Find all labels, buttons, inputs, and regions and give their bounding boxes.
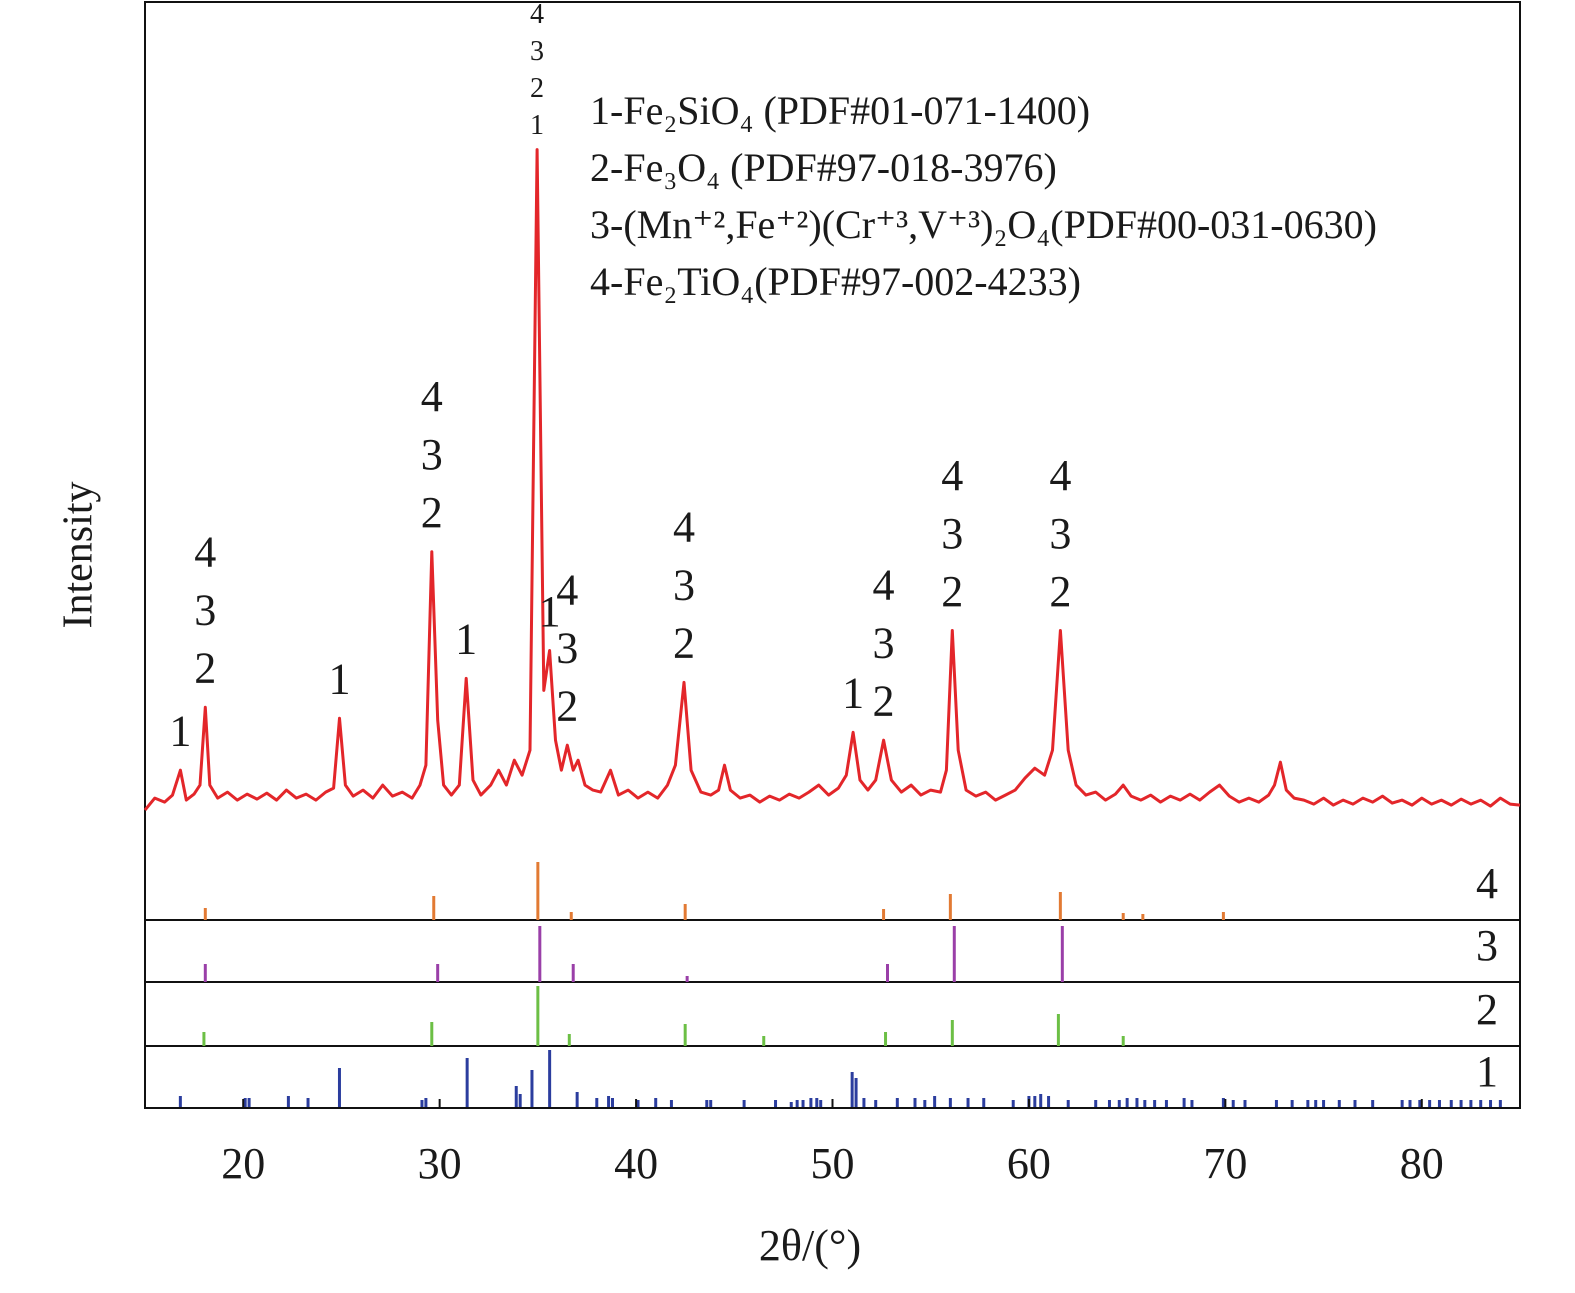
peak-label: 4 bbox=[556, 566, 578, 615]
y-axis-label: Intensity bbox=[56, 482, 102, 629]
x-tick-label: 70 bbox=[1203, 1139, 1247, 1188]
legend-entry: 4-Fe₂TiO₄(PDF#97-002-4233) bbox=[590, 259, 1081, 304]
peak-label: 1 bbox=[539, 587, 561, 636]
peak-label: 1 bbox=[842, 669, 864, 718]
peak-label: 4 bbox=[941, 451, 963, 500]
peak-label: 4 bbox=[421, 372, 443, 421]
x-tick-label: 80 bbox=[1400, 1139, 1444, 1188]
peak-label: 3 bbox=[421, 430, 443, 479]
x-tick-label: 20 bbox=[221, 1139, 265, 1188]
peak-label: 3 bbox=[194, 586, 216, 635]
peak-label: 2 bbox=[941, 567, 963, 616]
peak-label: 3 bbox=[530, 36, 544, 67]
peak-label: 2 bbox=[421, 488, 443, 537]
panel-label: 3 bbox=[1476, 921, 1498, 970]
peak-label: 4 bbox=[530, 0, 544, 30]
peak-label: 2 bbox=[556, 682, 578, 731]
peak-label: 1 bbox=[455, 615, 477, 664]
peak-label: 4 bbox=[194, 528, 216, 577]
peak-label: 2 bbox=[194, 644, 216, 693]
legend-entry: 3-(Mn⁺²,Fe⁺²)(Cr⁺³,V⁺³)₂O₄(PDF#00-031-06… bbox=[590, 202, 1377, 247]
x-tick-label: 60 bbox=[1007, 1139, 1051, 1188]
legend-entry: 2-Fe₃O₄ (PDF#97-018-3976) bbox=[590, 145, 1057, 190]
x-tick-label: 30 bbox=[418, 1139, 462, 1188]
peak-label: 3 bbox=[556, 624, 578, 673]
peak-label: 4 bbox=[1049, 451, 1071, 500]
peak-label: 3 bbox=[1049, 509, 1071, 558]
peak-label: 2 bbox=[530, 73, 544, 104]
peak-label: 3 bbox=[873, 619, 895, 668]
x-tick-label: 40 bbox=[614, 1139, 658, 1188]
legend-entry: 1-Fe₂SiO₄ (PDF#01-071-1400) bbox=[590, 88, 1090, 133]
peak-label: 2 bbox=[1049, 567, 1071, 616]
peak-label: 4 bbox=[673, 503, 695, 552]
peak-label: 2 bbox=[873, 677, 895, 726]
peak-label: 1 bbox=[530, 110, 544, 141]
panel-label: 2 bbox=[1476, 985, 1498, 1034]
peak-label: 3 bbox=[941, 509, 963, 558]
panel-label: 1 bbox=[1476, 1047, 1498, 1096]
peak-label: 4 bbox=[873, 561, 895, 610]
peak-label: 3 bbox=[673, 561, 695, 610]
peak-label: 1 bbox=[328, 655, 350, 704]
panel-label: 4 bbox=[1476, 859, 1498, 908]
peak-label: 1 bbox=[169, 706, 191, 755]
pattern-line bbox=[143, 148, 1521, 812]
x-tick-label: 50 bbox=[811, 1139, 855, 1188]
peak-label: 2 bbox=[673, 619, 695, 668]
x-axis-label: 2θ/(°) bbox=[759, 1221, 861, 1270]
